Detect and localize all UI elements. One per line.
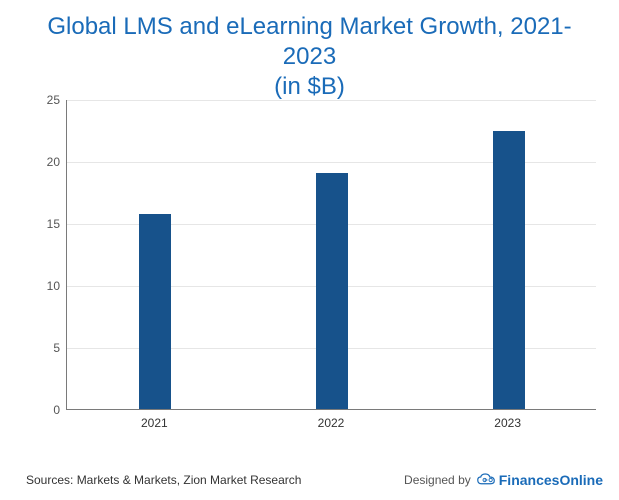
bar	[316, 173, 348, 409]
y-tick-label: 10	[26, 279, 60, 293]
y-tick-label: 15	[26, 217, 60, 231]
footer: Sources: Markets & Markets, Zion Market …	[26, 472, 603, 488]
y-tick-label: 25	[26, 93, 60, 107]
brand-logo: FinancesOnline	[477, 472, 603, 488]
cloud-link-icon	[477, 473, 495, 487]
gridline	[67, 100, 596, 101]
x-tick-label: 2022	[318, 416, 345, 430]
chart-title-line2: (in $B)	[274, 73, 345, 100]
x-tick-label: 2021	[141, 416, 168, 430]
brand-name: FinancesOnline	[499, 472, 603, 488]
y-tick-label: 20	[26, 155, 60, 169]
bar	[493, 131, 525, 409]
chart-title: Global LMS and eLearning Market Growth, …	[0, 0, 619, 102]
y-tick-label: 5	[26, 341, 60, 355]
sources-text: Sources: Markets & Markets, Zion Market …	[26, 473, 301, 487]
bar	[139, 214, 171, 409]
designed-by-label: Designed by	[404, 473, 471, 487]
y-tick-label: 0	[26, 403, 60, 417]
plot-area	[66, 100, 596, 410]
bar-chart: 0510152025202120222023	[26, 100, 602, 440]
chart-title-line1: Global LMS and eLearning Market Growth, …	[47, 13, 571, 70]
designed-by: Designed by FinancesOnline	[404, 472, 603, 488]
x-tick-label: 2023	[494, 416, 521, 430]
